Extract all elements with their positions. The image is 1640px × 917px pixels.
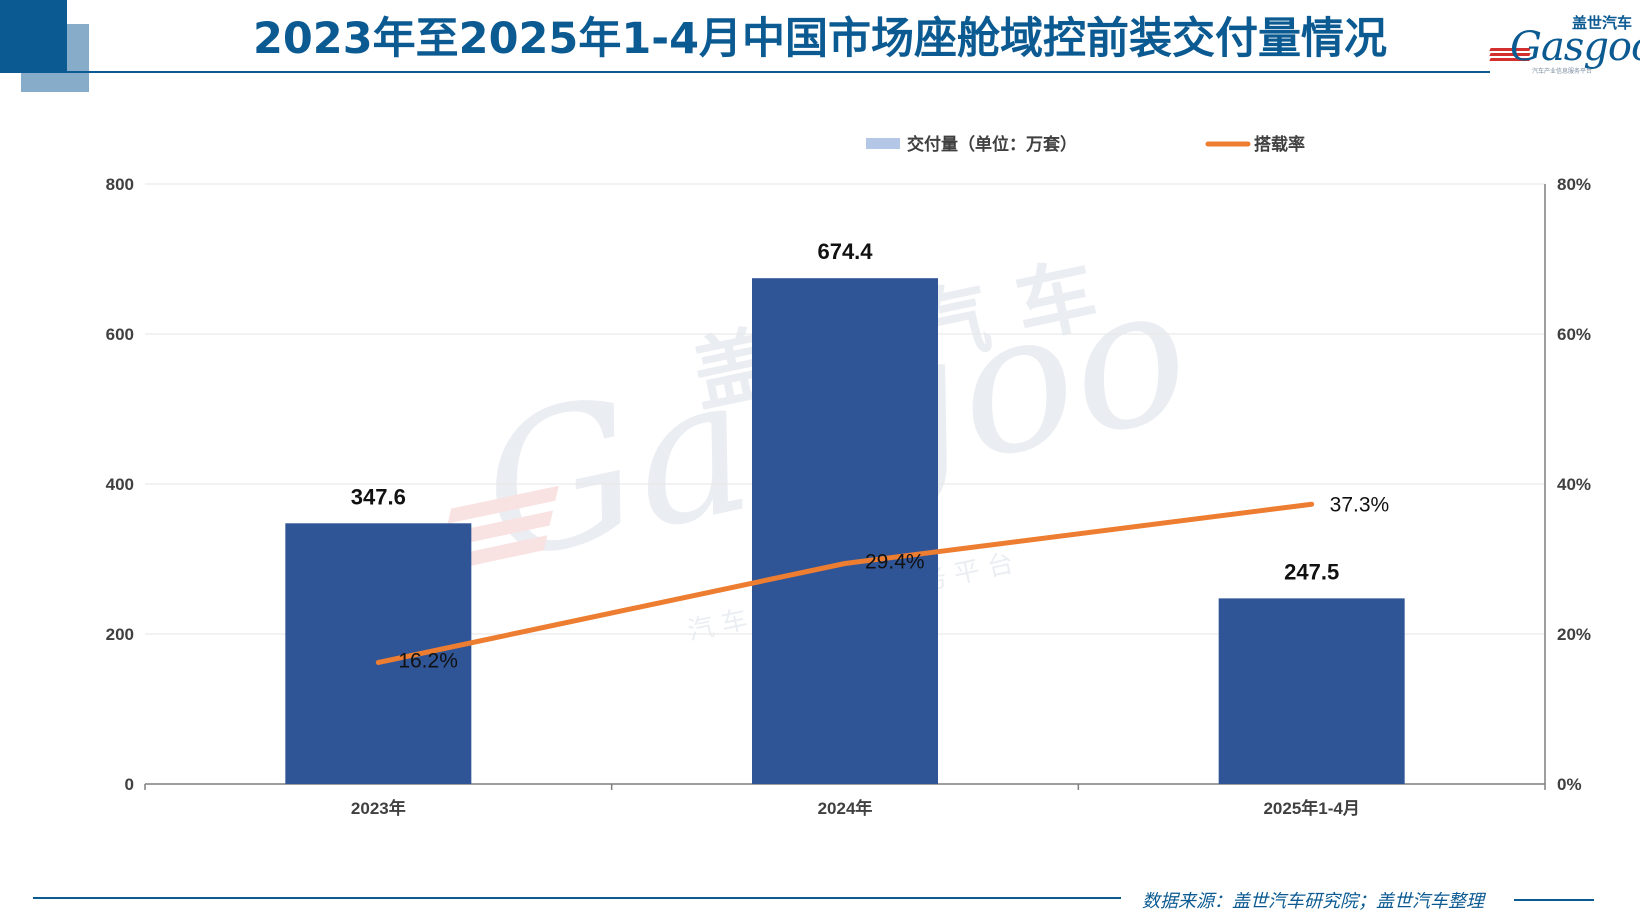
data-labels: 347.6 674.4 247.5 16.2% 29.4% 37.3% — [351, 239, 1389, 672]
line-data-label: 37.3% — [1330, 493, 1390, 516]
x-tick-label: 2024年 — [818, 798, 873, 818]
page-title: 2023年至2025年1-4月中国市场座舱域控前装交付量情况 — [252, 14, 1388, 64]
bar — [1218, 598, 1405, 784]
logo-tagline: 汽车产业信息服务平台 — [1532, 68, 1593, 75]
title-underline — [0, 71, 1490, 73]
y-tick-label: 400 — [106, 475, 134, 494]
logo-cn-text: 盖世汽车 — [1571, 14, 1632, 32]
bar-data-label: 347.6 — [351, 484, 406, 509]
footer-rule-right — [1514, 899, 1594, 901]
legend: 交付量（单位：万套） 搭载率 — [866, 134, 1305, 154]
y2-tick-label: 80% — [1557, 175, 1591, 194]
y-tick-label: 200 — [106, 625, 134, 644]
y2-tick-label: 40% — [1557, 475, 1591, 494]
chart: 盖世汽车 Gasgoo 汽车产业信息服务平台 交付量（单位：万套） 搭载率 00… — [106, 134, 1591, 818]
legend-line-label: 搭载率 — [1254, 134, 1305, 154]
x-tick-label: 2023年 — [351, 798, 406, 818]
bar-data-label: 674.4 — [817, 239, 873, 264]
x-tick-label: 2025年1-4月 — [1263, 798, 1359, 818]
legend-bar-swatch — [866, 138, 900, 149]
bar — [752, 278, 938, 784]
y-tick-label: 600 — [106, 325, 134, 344]
brand-logo: 盖世汽车 Gasgoo 汽车产业信息服务平台 — [1488, 10, 1640, 76]
source-note: 数据来源：盖世汽车研究院；盖世汽车整理 — [1142, 891, 1484, 912]
rate-line — [375, 501, 1315, 665]
y2-tick-label: 60% — [1557, 325, 1591, 344]
corner-decoration-dark — [0, 0, 67, 73]
y2-tick-label: 0% — [1557, 775, 1582, 794]
bars — [285, 278, 1405, 784]
footer-rule-left — [33, 897, 1121, 899]
y2-tick-label: 20% — [1557, 625, 1591, 644]
bar-data-label: 247.5 — [1284, 559, 1339, 584]
line-data-label: 29.4% — [865, 551, 925, 574]
y-tick-label: 0 — [125, 775, 134, 794]
bar — [285, 523, 472, 784]
y-tick-label: 800 — [106, 175, 134, 194]
line-data-label: 16.2% — [398, 650, 458, 673]
legend-bar-label: 交付量（单位：万套） — [907, 134, 1077, 154]
logo-en-text: Gasgoo — [1510, 24, 1640, 70]
